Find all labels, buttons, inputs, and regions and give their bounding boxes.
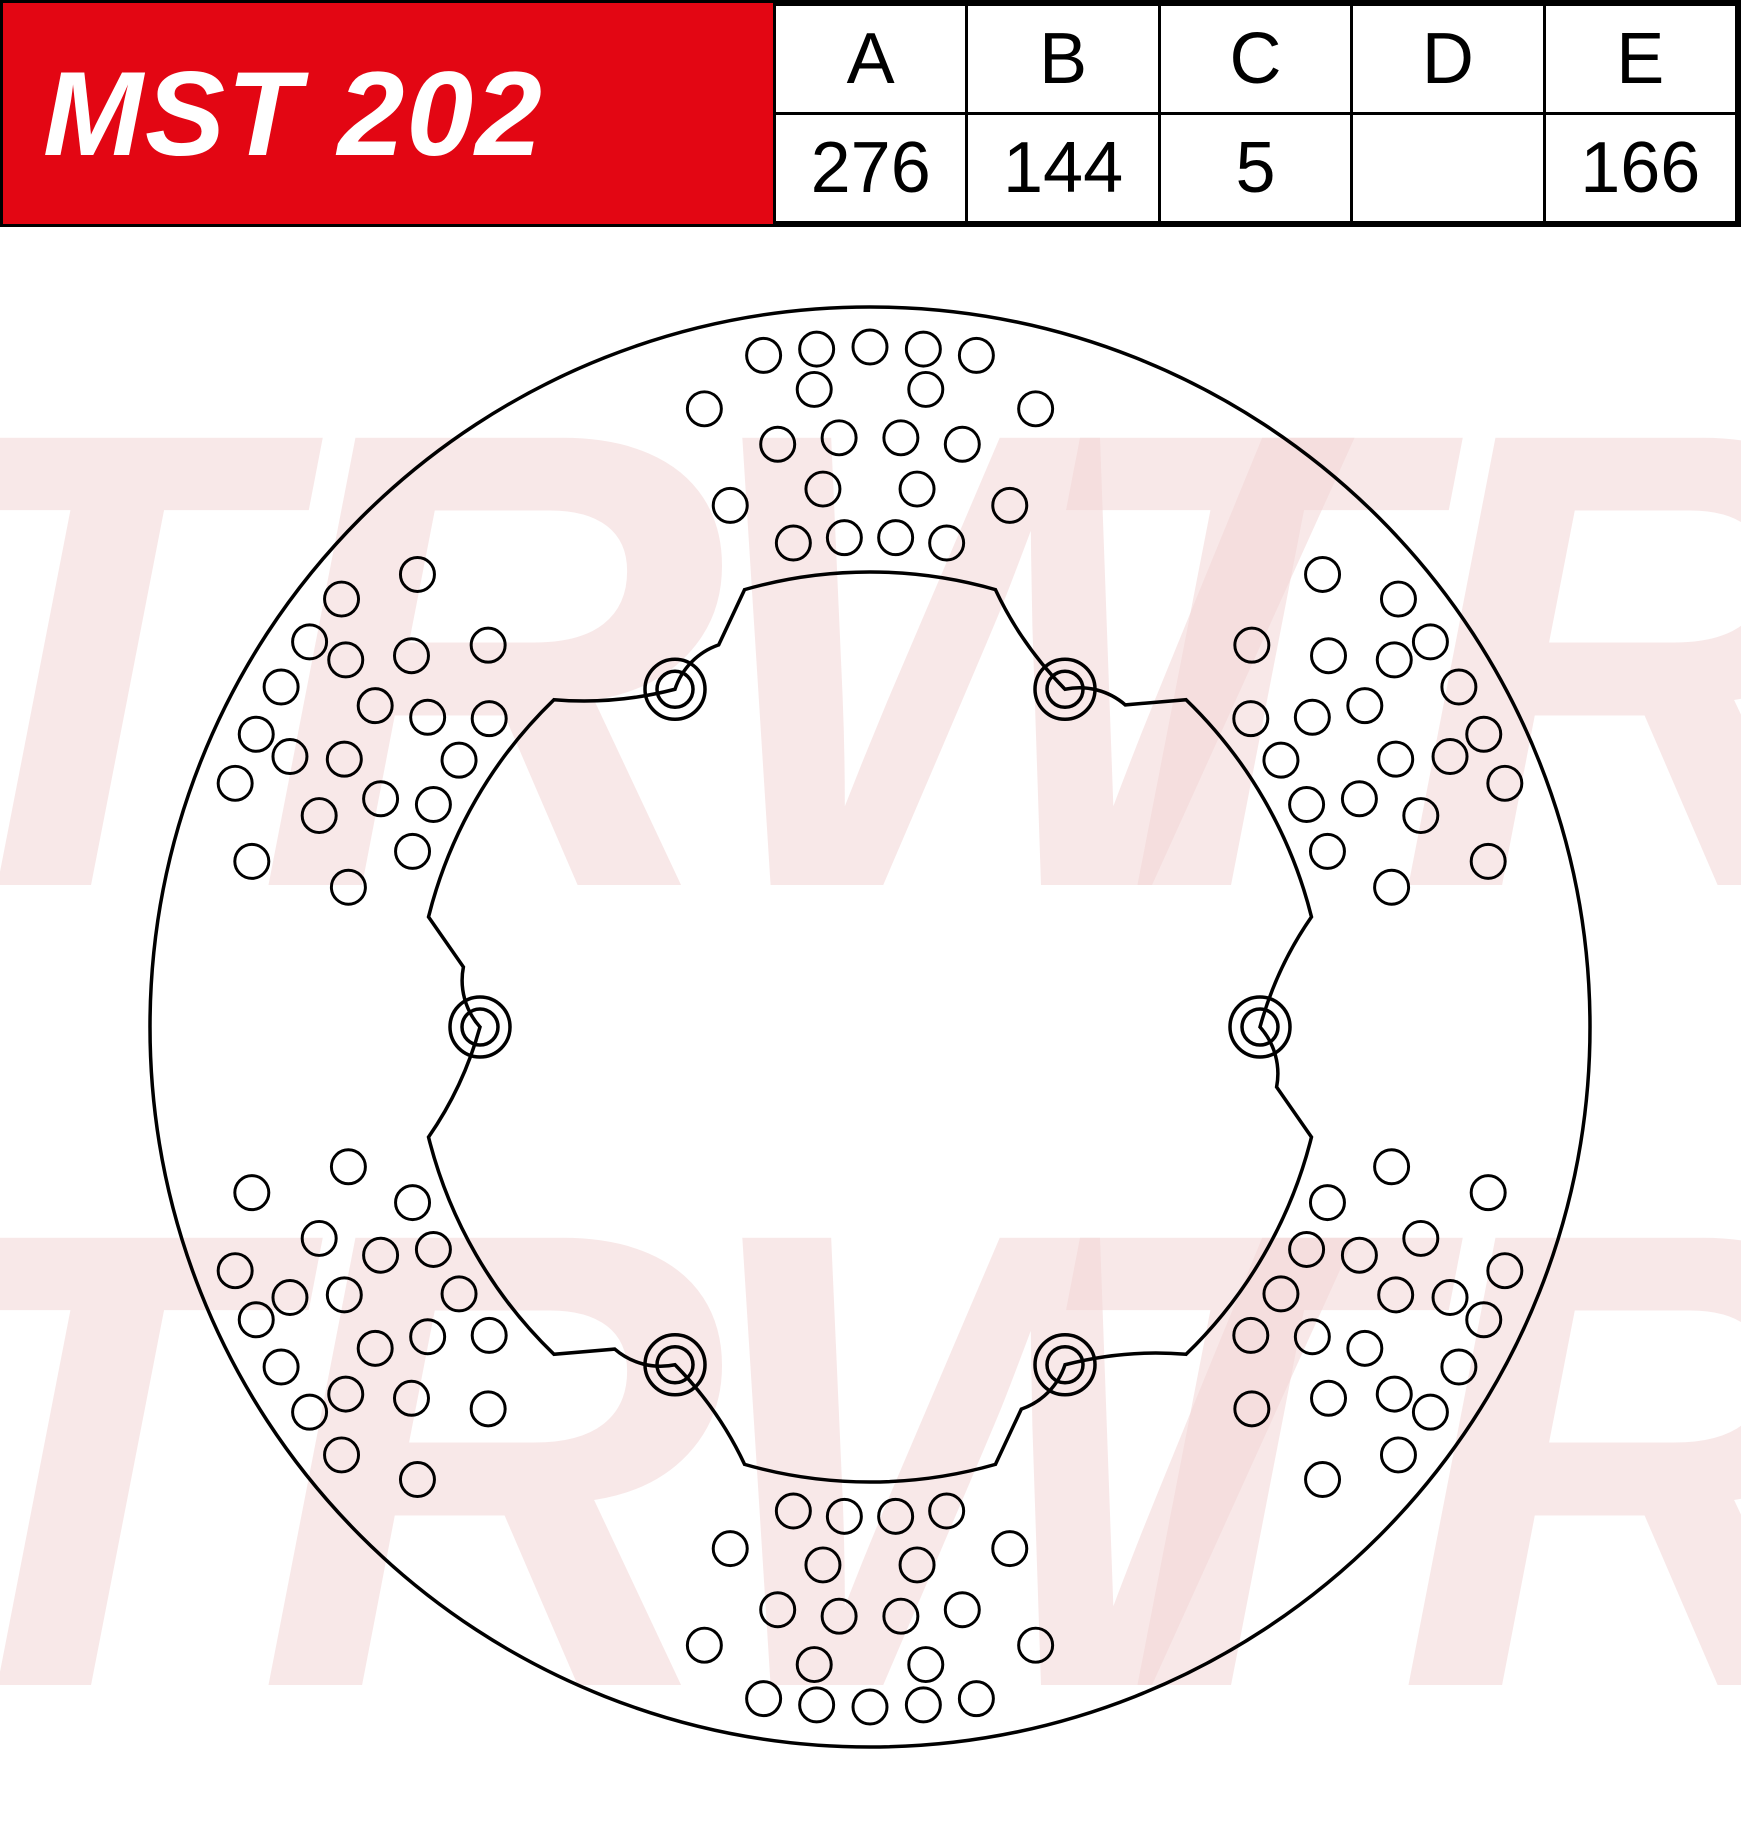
col-D: D bbox=[1352, 5, 1544, 114]
spec-header-row: A B C D E bbox=[775, 5, 1737, 114]
page-root: MST 202 A B C D E 276 144 5 166 TRWTRWTR… bbox=[0, 0, 1741, 1800]
brake-disc-drawing bbox=[0, 227, 1741, 1807]
val-C: 5 bbox=[1159, 114, 1351, 223]
val-B: 144 bbox=[967, 114, 1159, 223]
model-text: MST 202 bbox=[43, 45, 544, 183]
col-E: E bbox=[1544, 5, 1736, 114]
val-D bbox=[1352, 114, 1544, 223]
spec-table: A B C D E 276 144 5 166 bbox=[773, 3, 1738, 224]
col-B: B bbox=[967, 5, 1159, 114]
col-C: C bbox=[1159, 5, 1351, 114]
header: MST 202 A B C D E 276 144 5 166 bbox=[0, 0, 1741, 227]
product-model-title: MST 202 bbox=[3, 3, 773, 224]
diagram-area: TRWTRWTRWTRW bbox=[0, 227, 1741, 1807]
val-A: 276 bbox=[775, 114, 967, 223]
spec-value-row: 276 144 5 166 bbox=[775, 114, 1737, 223]
val-E: 166 bbox=[1544, 114, 1736, 223]
col-A: A bbox=[775, 5, 967, 114]
